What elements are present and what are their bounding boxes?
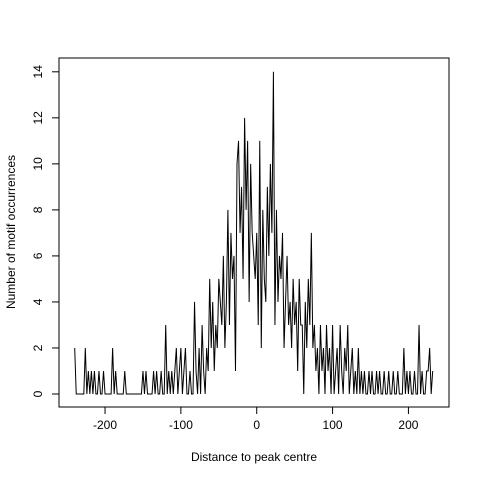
y-axis-label: Number of motif occurrences xyxy=(4,155,18,309)
plot-frame xyxy=(58,57,450,408)
y-tick-label: 12 xyxy=(31,111,45,125)
y-tick-label: 10 xyxy=(31,157,45,171)
x-tick-label: -200 xyxy=(93,418,117,432)
data-line xyxy=(74,71,434,395)
y-tick-label: 14 xyxy=(31,65,45,79)
x-axis-label: Distance to peak centre xyxy=(191,450,317,464)
y-tick-label: 8 xyxy=(31,206,45,213)
y-tick-label: 2 xyxy=(31,344,45,351)
y-tick-label: 6 xyxy=(31,252,45,259)
y-tick-label: 0 xyxy=(31,390,45,397)
x-tick-label: 0 xyxy=(253,418,260,432)
x-tick-label: 100 xyxy=(323,418,343,432)
x-tick-label: -100 xyxy=(169,418,193,432)
x-tick-label: 200 xyxy=(398,418,418,432)
y-tick-label: 4 xyxy=(31,298,45,305)
